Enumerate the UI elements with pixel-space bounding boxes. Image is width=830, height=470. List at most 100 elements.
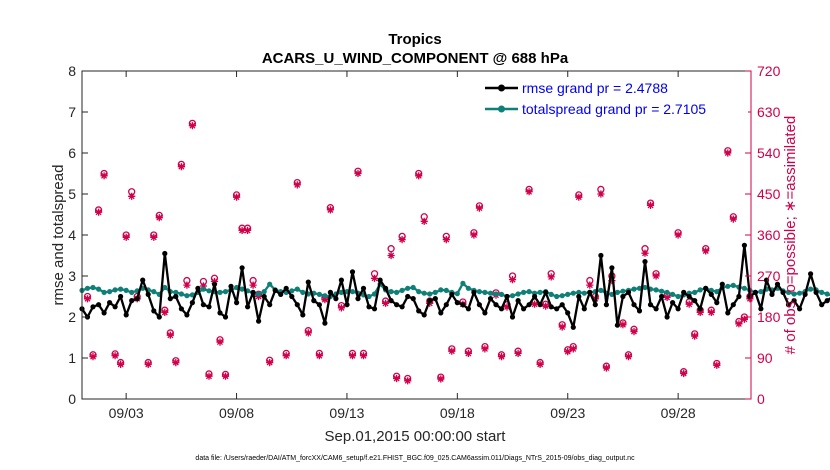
obs-assimilated-point xyxy=(442,236,450,244)
rmse-point xyxy=(791,298,797,304)
rmse-point xyxy=(383,285,389,291)
rmse-point xyxy=(200,302,206,308)
obs-assimilated-point xyxy=(464,349,472,357)
totalspread-point xyxy=(526,289,532,295)
rmse-point xyxy=(184,312,190,318)
obs-assimilated-point xyxy=(525,188,533,196)
totalspread-point xyxy=(432,289,438,295)
obs-assimilated-point xyxy=(503,303,511,311)
rmse-point xyxy=(410,296,416,302)
obs-assimilated-point xyxy=(497,353,506,361)
obs-assimilated-point xyxy=(575,193,583,201)
rmse-point xyxy=(272,287,278,293)
rmse-point xyxy=(206,304,212,310)
totalspread-point xyxy=(394,289,400,295)
obs-assimilated-point xyxy=(508,276,517,284)
y2-tick-label: 630 xyxy=(757,104,781,120)
obs-assimilated-point xyxy=(128,192,136,200)
obs-assimilated-point xyxy=(183,281,191,289)
rmse-point xyxy=(813,289,819,295)
rmse-point xyxy=(620,293,626,300)
totalspread-point xyxy=(421,290,427,296)
rmse-point xyxy=(697,306,703,312)
obs-assimilated-point xyxy=(161,308,169,316)
obs-assimilated-point xyxy=(448,347,456,355)
obs-assimilated-point xyxy=(674,231,682,239)
rmse-point xyxy=(587,289,593,295)
obs-assimilated-point xyxy=(150,233,158,241)
obs-assimilated-point xyxy=(304,329,312,337)
x-tick-label: 09/08 xyxy=(219,405,254,421)
obs-assimilated-point xyxy=(166,331,174,339)
rmse-point xyxy=(576,293,582,300)
x-axis-label: Sep.01,2015 00:00:00 start xyxy=(325,428,507,445)
obs-assimilated-point xyxy=(713,361,721,369)
obs-assimilated-point xyxy=(321,296,329,304)
rmse-point xyxy=(504,293,510,300)
rmse-point xyxy=(460,302,466,308)
rmse-point xyxy=(763,277,770,283)
rmse-point xyxy=(427,298,433,304)
legend-rmse-marker xyxy=(498,84,505,92)
totalspread-point xyxy=(206,288,212,294)
totalspread-point xyxy=(581,290,587,296)
totalspread-point xyxy=(410,284,416,291)
rmse-point xyxy=(548,304,554,310)
totalspread-point xyxy=(107,289,113,295)
obs-possible-point xyxy=(387,245,395,253)
chart-axes: 0 1 2 3 4 5 6 7 8 0 90 180 270 360 450 540 630 720 09/03 09… xyxy=(68,63,780,421)
rmse-point xyxy=(714,300,720,306)
totalspread-point xyxy=(537,289,543,295)
obs-assimilated-point xyxy=(531,300,539,308)
y2-tick-label: 270 xyxy=(757,268,781,284)
rmse-point xyxy=(211,281,218,287)
obs-assimilated-point xyxy=(398,236,406,244)
rmse-point xyxy=(498,306,505,312)
rmse-point xyxy=(432,296,438,302)
totalspread-point xyxy=(730,282,736,288)
obs-assimilated-point xyxy=(354,169,362,178)
totalspread-point xyxy=(438,287,444,293)
totalspread-point xyxy=(653,287,659,293)
obs-assimilated-point xyxy=(597,190,605,198)
rmse-point xyxy=(482,310,488,316)
rmse-point xyxy=(438,310,444,316)
totalspread-point xyxy=(443,287,449,293)
totalspread-point xyxy=(554,293,560,300)
totalspread-point xyxy=(714,289,720,295)
obs-assimilated-point xyxy=(735,320,743,328)
x-tick-label: 09/18 xyxy=(440,405,475,421)
obs-assimilated-point xyxy=(740,315,748,323)
rmse-point xyxy=(808,271,814,277)
rmse-point xyxy=(708,291,714,297)
obs-assimilated-point xyxy=(641,249,649,257)
chart-title: Tropics xyxy=(388,31,441,48)
totalspread-point xyxy=(521,289,527,295)
rmse-point xyxy=(349,269,356,275)
rmse-point xyxy=(90,304,96,310)
totalspread-point xyxy=(388,289,394,295)
rmse-point xyxy=(471,289,477,295)
rmse-point xyxy=(747,293,753,300)
obs-assimilated-point xyxy=(624,353,633,361)
rmse-point xyxy=(625,289,632,295)
rmse-point xyxy=(681,289,687,295)
obs-assimilated-point xyxy=(244,226,252,234)
obs-assimilated-point xyxy=(691,332,699,340)
y-tick-label: 5 xyxy=(68,186,76,202)
totalspread-point xyxy=(565,291,571,297)
totalspread-point xyxy=(631,286,637,292)
rmse-point xyxy=(664,314,670,320)
obs-assimilated-point xyxy=(89,353,97,361)
rmse-point xyxy=(631,302,637,308)
obs-assimilated-point xyxy=(652,272,660,280)
rmse-point xyxy=(151,308,157,314)
rmse-point xyxy=(140,277,146,283)
obs-assimilated-point xyxy=(619,321,627,329)
chart-subtitle: ACARS_U_WIND_COMPONENT @ 688 hPa xyxy=(262,50,569,67)
obs-assimilated-point xyxy=(210,277,219,286)
y2-tick-label: 450 xyxy=(757,186,781,202)
totalspread-point xyxy=(465,285,471,291)
rmse-point xyxy=(267,302,273,308)
totalspread-point xyxy=(416,289,422,295)
